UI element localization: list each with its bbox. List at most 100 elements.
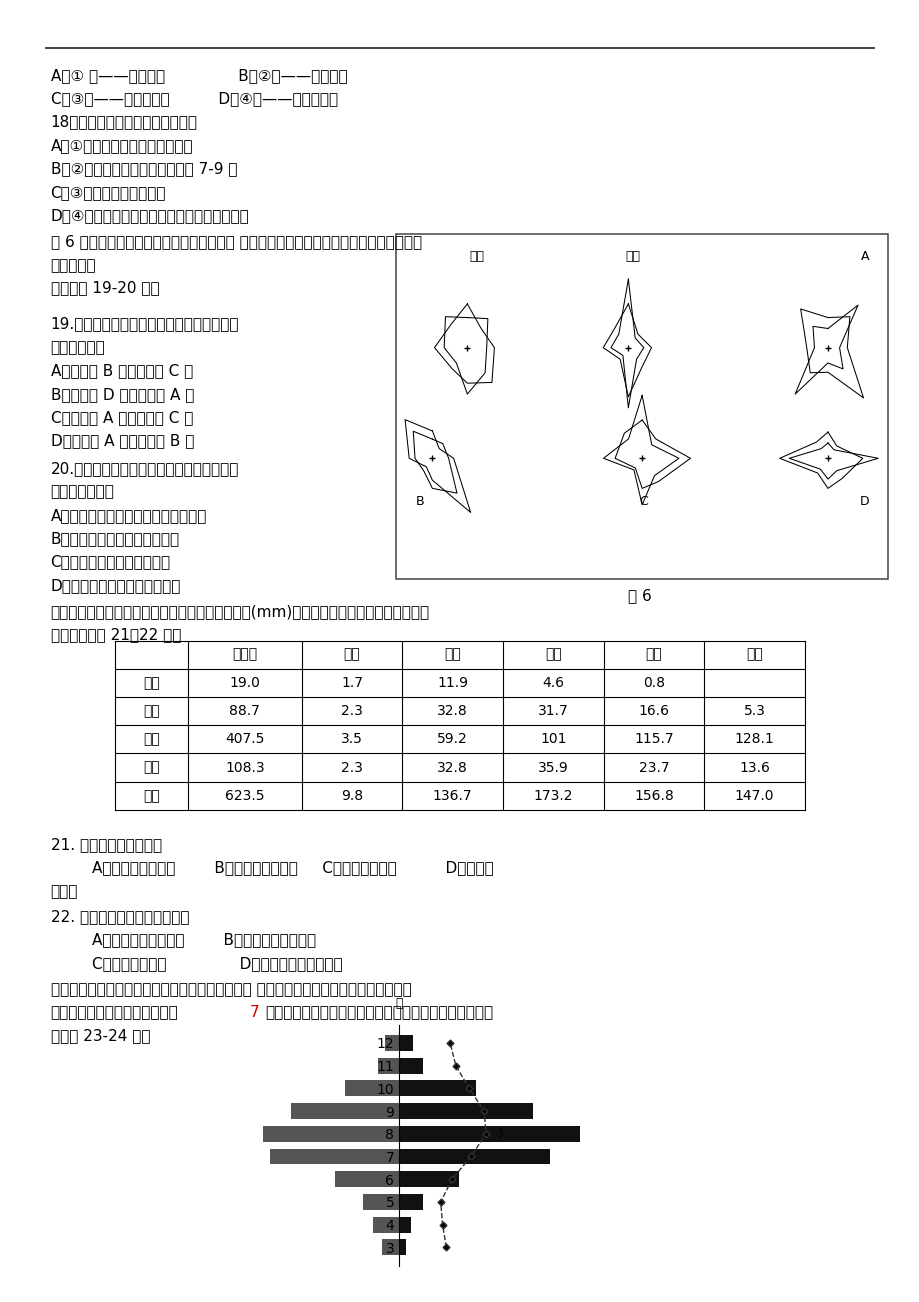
Text: 2.3: 2.3 bbox=[341, 704, 363, 719]
Text: 4.6: 4.6 bbox=[542, 676, 563, 690]
Text: 春季: 春季 bbox=[143, 704, 160, 719]
Text: 31.7: 31.7 bbox=[538, 704, 568, 719]
Text: 0.8: 0.8 bbox=[642, 676, 664, 690]
Text: 108.3: 108.3 bbox=[225, 760, 265, 775]
Text: 128.1: 128.1 bbox=[734, 732, 774, 746]
Text: A．① 地——松嫩平原               B．②地——江南丘陵: A．① 地——松嫩平原 B．②地——江南丘陵 bbox=[51, 68, 346, 83]
Text: D．南宁夏季盛行东南风和北风: D．南宁夏季盛行东南风和北风 bbox=[51, 578, 181, 594]
Text: 19.依据图中信息，请判断出长沙及昆明的具: 19.依据图中信息，请判断出长沙及昆明的具 bbox=[51, 316, 239, 332]
Text: B: B bbox=[415, 495, 425, 508]
Text: A．亚热带季风气候        B．温带大陆性气候     C．温带季风气候          D．热带季: A．亚热带季风气候 B．温带大陆性气候 C．温带季风气候 D．热带季 bbox=[92, 861, 494, 876]
Text: 18．下列关于四地的说法正确的是: 18．下列关于四地的说法正确的是 bbox=[51, 115, 198, 130]
Text: B．②地的河流主要的汛期集中在 7-9 月: B．②地的河流主要的汛期集中在 7-9 月 bbox=[51, 161, 237, 177]
Text: 小雨: 小雨 bbox=[444, 647, 460, 661]
Text: 20.依据上图，下列关于南宁与桂林风频的叙: 20.依据上图，下列关于南宁与桂林风频的叙 bbox=[51, 461, 239, 477]
Text: 图 6 是南宁、桂林和其他四个南方省会城市 长沙、贵阳、昆明、广州的夏季及冬季风频玫: 图 6 是南宁、桂林和其他四个南方省会城市 长沙、贵阳、昆明、广州的夏季及冬季风… bbox=[51, 234, 421, 250]
Text: 101: 101 bbox=[539, 732, 566, 746]
Text: 微雨: 微雨 bbox=[344, 647, 360, 661]
Bar bbox=[399, 1194, 423, 1210]
Bar bbox=[399, 1216, 411, 1233]
Text: 式。据此完成 21～22 题。: 式。据此完成 21～22 题。 bbox=[51, 628, 181, 643]
Text: 冬季: 冬季 bbox=[143, 676, 160, 690]
Text: 1.7: 1.7 bbox=[341, 676, 363, 690]
Text: 述中，正确的是: 述中，正确的是 bbox=[51, 484, 114, 500]
Text: 下表是我国某区域四季平均降水量和各等级降水量(mm)，表中各等级降雨包含其它降水形: 下表是我国某区域四季平均降水量和各等级降水量(mm)，表中各等级降雨包含其它降水… bbox=[51, 604, 429, 620]
Text: 32.8: 32.8 bbox=[437, 760, 468, 775]
Text: 9.8: 9.8 bbox=[341, 789, 363, 803]
Text: 147.0: 147.0 bbox=[734, 789, 774, 803]
Bar bbox=[345, 1081, 399, 1096]
Text: 大雨: 大雨 bbox=[645, 647, 662, 661]
Text: 降水量: 降水量 bbox=[232, 647, 257, 661]
Text: 3.5: 3.5 bbox=[341, 732, 363, 746]
Text: C．长沙是 A 图，昆明是 C 图: C．长沙是 A 图，昆明是 C 图 bbox=[51, 410, 193, 426]
Text: 暴雨: 暴雨 bbox=[745, 647, 762, 661]
Text: 图 6: 图 6 bbox=[627, 589, 651, 604]
Text: 2.3: 2.3 bbox=[341, 760, 363, 775]
Bar bbox=[384, 1035, 399, 1051]
Text: 19.0: 19.0 bbox=[229, 676, 260, 690]
Text: 21. 该区域的气候类型为: 21. 该区域的气候类型为 bbox=[51, 837, 162, 853]
Polygon shape bbox=[603, 303, 651, 397]
Text: D: D bbox=[859, 495, 868, 508]
Polygon shape bbox=[794, 305, 857, 395]
Text: 全年: 全年 bbox=[143, 789, 160, 803]
Polygon shape bbox=[603, 396, 678, 505]
Text: 22. 该区域不可能发生的现象是: 22. 该区域不可能发生的现象是 bbox=[51, 909, 189, 924]
Text: 地面的水层深度叫径流深度。图: 地面的水层深度叫径流深度。图 bbox=[51, 1005, 178, 1021]
Text: 图回答 23-24 题。: 图回答 23-24 题。 bbox=[51, 1029, 150, 1044]
Text: A．长沙是 B 图，昆明是 C 图: A．长沙是 B 图，昆明是 C 图 bbox=[51, 363, 193, 379]
Text: D．长沙是 A 图，昆明是 B 图: D．长沙是 A 图，昆明是 B 图 bbox=[51, 434, 194, 449]
Text: 南宁: 南宁 bbox=[469, 250, 483, 263]
Text: 风气候: 风气候 bbox=[51, 884, 78, 900]
Text: 7: 7 bbox=[250, 1005, 259, 1021]
Text: A．①地主要的粮食作物是春小麦: A．①地主要的粮食作物是春小麦 bbox=[51, 138, 193, 154]
Polygon shape bbox=[434, 303, 494, 383]
Text: A: A bbox=[859, 250, 868, 263]
Bar bbox=[381, 1240, 399, 1255]
Bar bbox=[399, 1057, 423, 1074]
Polygon shape bbox=[610, 280, 643, 408]
Bar bbox=[399, 1240, 405, 1255]
Text: 读图回答 19-20 题。: 读图回答 19-20 题。 bbox=[51, 280, 159, 296]
Text: 3: 3 bbox=[495, 1129, 503, 1139]
Text: 156.8: 156.8 bbox=[633, 789, 673, 803]
Bar bbox=[395, 234, 887, 579]
Text: 407.5: 407.5 bbox=[225, 732, 265, 746]
Text: D．④地发展农业的主要制约因素是旱涝和盐碱: D．④地发展农业的主要制约因素是旱涝和盐碱 bbox=[51, 208, 249, 224]
Text: 夏季: 夏季 bbox=[143, 732, 160, 746]
Bar bbox=[399, 1103, 533, 1118]
Bar bbox=[399, 1172, 459, 1187]
Bar bbox=[373, 1216, 399, 1233]
Text: 是我国某地气温、降雨量和所在流域径流深度统计图。读: 是我国某地气温、降雨量和所在流域径流深度统计图。读 bbox=[265, 1005, 493, 1021]
Bar bbox=[291, 1103, 399, 1118]
Polygon shape bbox=[615, 421, 689, 488]
Text: B．长沙是 D 图，昆明是 A 图: B．长沙是 D 图，昆明是 A 图 bbox=[51, 387, 194, 402]
Text: C．③地——柴达木盆地          D．④地——长江三角洲: C．③地——柴达木盆地 D．④地——长江三角洲 bbox=[51, 91, 337, 107]
Polygon shape bbox=[413, 431, 457, 493]
Text: A．春季河流出现汛期        B．夏季台风频繁登陆: A．春季河流出现汛期 B．夏季台风频繁登陆 bbox=[92, 932, 316, 948]
Bar bbox=[363, 1194, 399, 1210]
Text: 瑰示意图，: 瑰示意图， bbox=[51, 258, 96, 273]
Polygon shape bbox=[800, 309, 863, 398]
Text: 35.9: 35.9 bbox=[538, 760, 568, 775]
Bar bbox=[399, 1126, 579, 1142]
Text: 136.7: 136.7 bbox=[433, 789, 472, 803]
Text: 173.2: 173.2 bbox=[533, 789, 573, 803]
Text: 降雨量指一定时间内的降雨平铺在地面的水层深度 一定时间内的河流径流总量平铺在流域: 降雨量指一定时间内的降雨平铺在地面的水层深度 一定时间内的河流径流总量平铺在流域 bbox=[51, 982, 411, 997]
Bar bbox=[269, 1148, 399, 1164]
Text: C: C bbox=[639, 495, 648, 508]
Text: 秋季: 秋季 bbox=[143, 760, 160, 775]
Text: 115.7: 115.7 bbox=[633, 732, 673, 746]
Text: A．南宁冬季盛行东北风其次是东南风: A．南宁冬季盛行东北风其次是东南风 bbox=[51, 508, 207, 523]
Text: B．桂林冬季盛行南风和偏北风: B．桂林冬季盛行南风和偏北风 bbox=[51, 531, 179, 547]
Text: C．秋季旱情严重               D．冬季受沙尘天气影响: C．秋季旱情严重 D．冬季受沙尘天气影响 bbox=[92, 956, 342, 971]
Text: 59.2: 59.2 bbox=[437, 732, 468, 746]
Polygon shape bbox=[779, 432, 862, 488]
Text: 月: 月 bbox=[395, 997, 403, 1010]
Text: 16.6: 16.6 bbox=[638, 704, 669, 719]
Text: 体风频玫瑰图: 体风频玫瑰图 bbox=[51, 340, 106, 355]
Bar bbox=[335, 1172, 399, 1187]
Bar bbox=[399, 1148, 550, 1164]
Text: C．③地的熟制为一年一熟: C．③地的熟制为一年一熟 bbox=[51, 185, 166, 201]
